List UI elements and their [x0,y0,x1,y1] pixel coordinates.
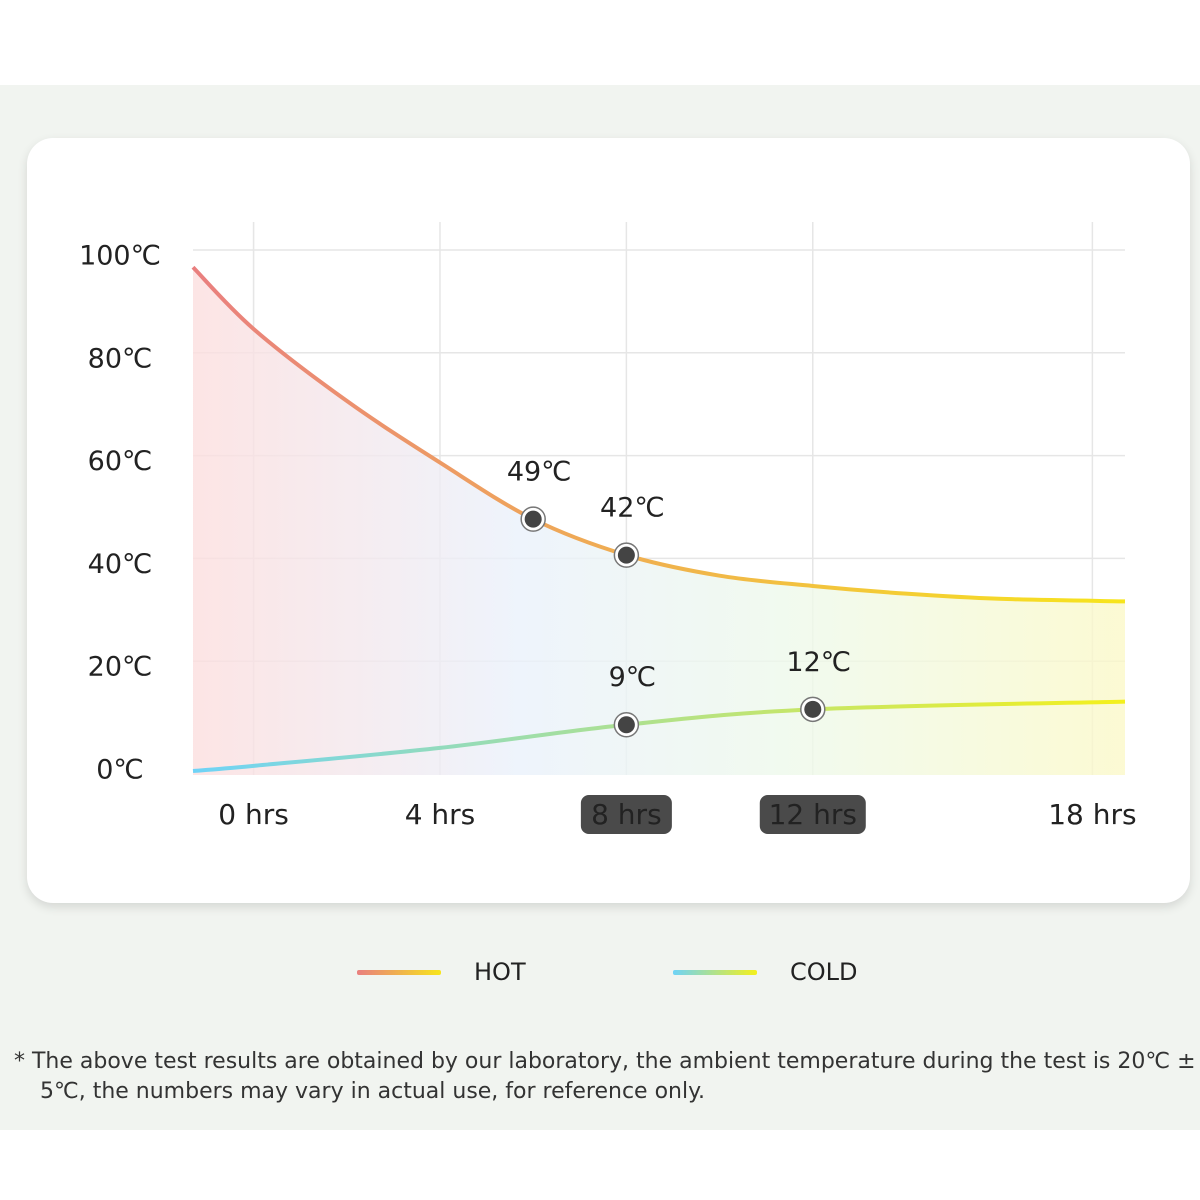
y-tick-label: 100℃ [79,241,161,272]
x-tick-label: 18 hrs [1048,798,1136,831]
point [804,700,822,718]
legend-label: HOT [474,958,526,986]
point [617,546,635,564]
x-tick-label: 12 hrs [769,798,857,831]
x-tick-label: 8 hrs [591,798,662,831]
point [524,510,542,528]
y-tick-label: 60℃ [88,446,153,477]
x-tick-label: 4 hrs [405,798,476,831]
y-tick-label: 80℃ [88,343,153,374]
point [617,716,635,734]
point-label: 49℃ [507,457,572,488]
x-tick-highlight [759,795,866,834]
legend-label: COLD [790,958,858,986]
line [192,699,1126,773]
legend-swatch [357,970,441,975]
x-tick-highlight [580,795,672,834]
point-label: 42℃ [600,493,665,524]
x-tick-label: 0 hrs [218,798,289,831]
point-label: 12℃ [786,647,851,678]
y-tick-label: 0℃ [96,755,144,786]
y-tick-label: 20℃ [88,652,153,683]
point-label: 9℃ [609,662,657,693]
footnote: * The above test results are obtained by… [14,1049,1196,1104]
y-tick-label: 40℃ [88,549,153,580]
area [193,267,1125,775]
legend-swatch [673,970,757,975]
